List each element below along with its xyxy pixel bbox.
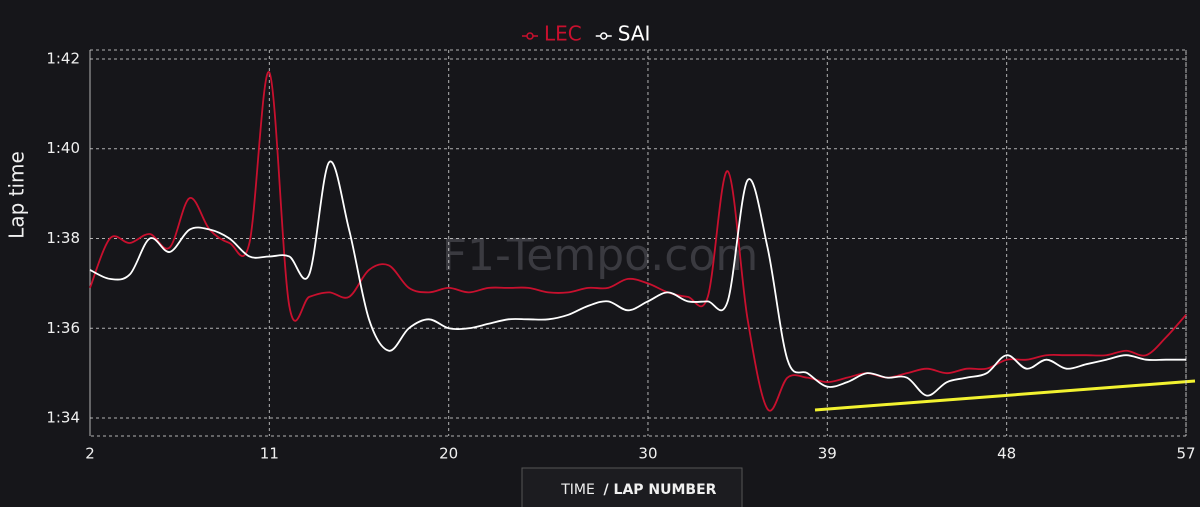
legend-marker	[600, 32, 608, 40]
x-axis-label: / LAP NUMBER	[604, 482, 717, 498]
x-tick-label: 11	[260, 445, 279, 463]
legend: LEC SAI	[522, 22, 650, 46]
x-tick-label: 48	[997, 445, 1016, 463]
plot-border	[89, 49, 1187, 437]
x-tick-label: 20	[439, 445, 458, 463]
legend-label: SAI	[618, 22, 651, 46]
x-tick-label: 57	[1176, 445, 1195, 463]
y-tick-label: 1:34	[46, 409, 80, 427]
x-tick-label: 2	[85, 445, 95, 463]
y-tick-label: 1:36	[46, 319, 80, 337]
legend-label: LEC	[544, 22, 582, 46]
annotation-line	[814, 379, 1196, 412]
x-tick-label: 39	[818, 445, 837, 463]
legend-marker	[526, 32, 534, 40]
y-tick-label: 1:42	[46, 49, 80, 67]
series-line	[89, 160, 1186, 397]
x-axis-label-prefix: TIME	[560, 482, 595, 498]
x-tick-label: 30	[638, 445, 657, 463]
watermark: F1-Tempo.com	[442, 230, 759, 281]
x-axis-button[interactable]	[521, 467, 743, 507]
y-tick-label: 1:38	[46, 229, 80, 247]
y-tick-label: 1:40	[46, 139, 80, 157]
y-axis-label: Lap time	[5, 151, 29, 239]
